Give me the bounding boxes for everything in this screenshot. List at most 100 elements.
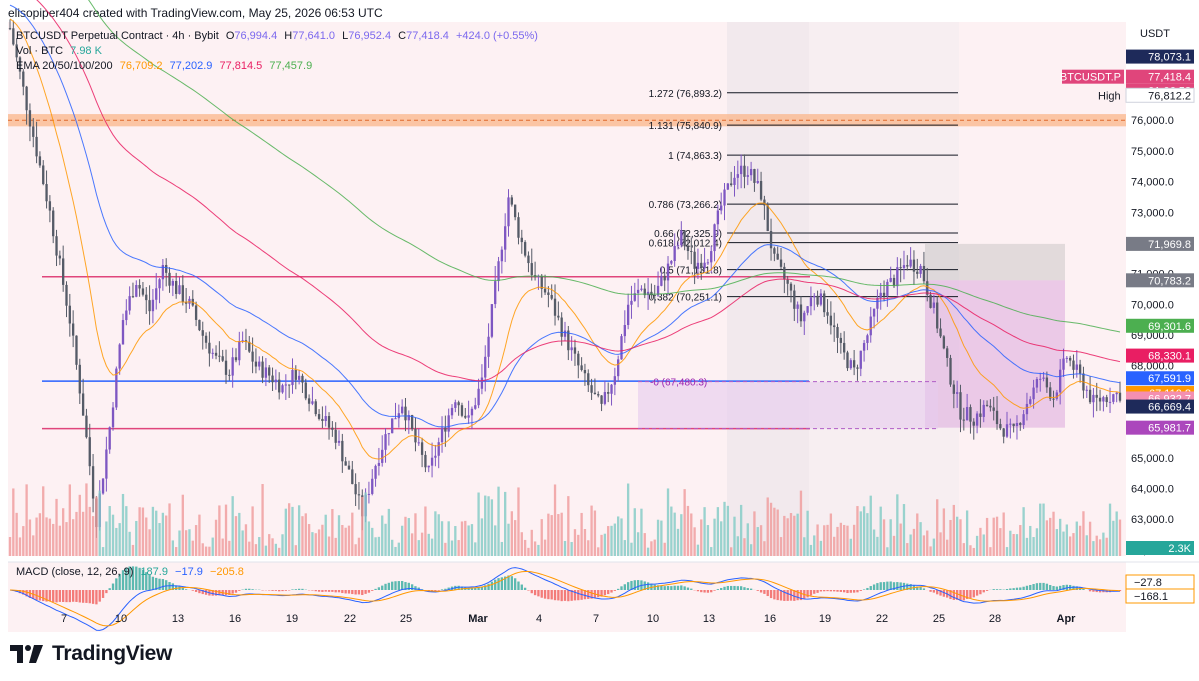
- macd-hist-bar: [809, 590, 813, 596]
- price-tag-value: 76,812.2: [1148, 90, 1191, 102]
- volume-bar: [281, 534, 284, 556]
- candle-body: [201, 330, 204, 336]
- candle-body: [391, 418, 394, 434]
- macd-hist-bar: [184, 589, 188, 590]
- candle-body: [839, 337, 843, 343]
- volume-label[interactable]: Vol · BTC: [16, 45, 64, 57]
- macd-hist-bar: [294, 589, 297, 590]
- candle-body: [743, 165, 746, 177]
- macd-label[interactable]: MACD (close, 12, 26, 9): [16, 566, 134, 578]
- volume-bar: [148, 529, 151, 556]
- candle-body: [474, 405, 477, 409]
- volume-bar: [1088, 521, 1092, 556]
- time-tick-label: 10: [647, 613, 659, 625]
- volume-bar: [354, 544, 357, 556]
- time-tick-label: 10: [115, 613, 127, 625]
- macd-hist-bar: [919, 587, 922, 590]
- macd-hist-bar: [201, 590, 204, 595]
- macd-hist-bar: [191, 590, 194, 591]
- candle-body: [467, 415, 470, 418]
- macd-hist-bar: [301, 588, 304, 590]
- volume-bar: [32, 535, 35, 556]
- volume-bar: [587, 540, 590, 556]
- macd-hist-bar: [1055, 586, 1059, 590]
- price-tag: [1126, 348, 1194, 363]
- candle-body: [254, 361, 258, 367]
- high-label: H: [284, 30, 293, 42]
- candle-body: [577, 353, 580, 366]
- candle-body: [543, 288, 547, 293]
- volume-bar: [35, 517, 38, 556]
- candle-body: [1039, 378, 1042, 380]
- volume-bar: [676, 528, 680, 556]
- candle-body: [1105, 397, 1108, 403]
- candle-body: [736, 174, 739, 178]
- candle-body: [653, 294, 656, 296]
- volume-bar: [783, 515, 786, 556]
- volume-bar: [962, 543, 965, 556]
- volume-bar: [1045, 520, 1049, 556]
- tradingview-logo-icon: [10, 645, 43, 663]
- volume-bar: [892, 535, 896, 556]
- macd-hist-bar: [181, 587, 184, 590]
- macd-hist-bar: [879, 582, 882, 590]
- volume-bar: [291, 506, 294, 556]
- volume-bar: [763, 541, 766, 556]
- symbol-name[interactable]: BTCUSDT Perpetual Contract · 4h · Bybit: [16, 30, 219, 42]
- volume-bar: [184, 530, 188, 556]
- macd-hist-bar: [171, 583, 175, 590]
- volume-bar: [214, 519, 218, 556]
- macd-hist-bar: [570, 590, 573, 601]
- volume-bar: [268, 534, 271, 556]
- price-tag-value: 70,783.2: [1148, 275, 1191, 287]
- candle-body: [723, 189, 726, 206]
- candle-body: [1002, 428, 1005, 437]
- volume-bar: [806, 510, 809, 556]
- candle-body: [168, 272, 171, 286]
- volume-bar: [882, 519, 886, 556]
- macd-hist-bar: [500, 577, 504, 590]
- volume-bar: [733, 516, 736, 556]
- macd-hist-bar: [111, 583, 115, 590]
- macd-hist-bar: [710, 590, 713, 593]
- volume-bar: [55, 498, 58, 556]
- volume-bar: [311, 532, 314, 556]
- volume-bar: [1059, 518, 1062, 556]
- candle-body: [779, 259, 783, 267]
- volume-bar: [414, 513, 417, 556]
- volume-bar: [909, 534, 912, 556]
- volume-bar: [916, 513, 919, 556]
- candle-body: [85, 415, 88, 438]
- volume-bar: [543, 539, 547, 556]
- volume-bar: [165, 515, 168, 556]
- macd-hist-bar: [906, 583, 909, 590]
- candle-body: [22, 71, 25, 87]
- candle-body: [324, 416, 327, 422]
- candle-body: [730, 183, 733, 186]
- volume-bar: [896, 494, 899, 556]
- candle-body: [746, 175, 749, 177]
- candle-body: [234, 357, 238, 361]
- macd-hist-bar: [623, 584, 626, 590]
- candle-body: [666, 263, 670, 281]
- macd-hist-bar: [783, 590, 786, 601]
- tradingview-logo[interactable]: TradingView: [10, 642, 172, 666]
- volume-bar: [769, 502, 773, 556]
- candle-body: [952, 384, 955, 394]
- macd-hist-bar: [391, 581, 394, 590]
- volume-bar: [258, 537, 261, 556]
- volume-bar: [65, 522, 68, 556]
- volume-bar: [533, 541, 537, 556]
- macd-hist-bar: [55, 590, 58, 603]
- candle-body: [454, 402, 457, 408]
- open-label: O: [225, 30, 235, 42]
- ema-label[interactable]: EMA 20/50/100/200: [16, 60, 113, 72]
- volume-bar: [949, 519, 952, 556]
- candle-body: [523, 242, 527, 256]
- candle-body: [530, 263, 533, 276]
- macd-hist-bar: [118, 573, 121, 590]
- macd-hist-bar: [367, 590, 371, 593]
- volume-bar: [440, 521, 444, 556]
- volume-bar: [899, 523, 902, 556]
